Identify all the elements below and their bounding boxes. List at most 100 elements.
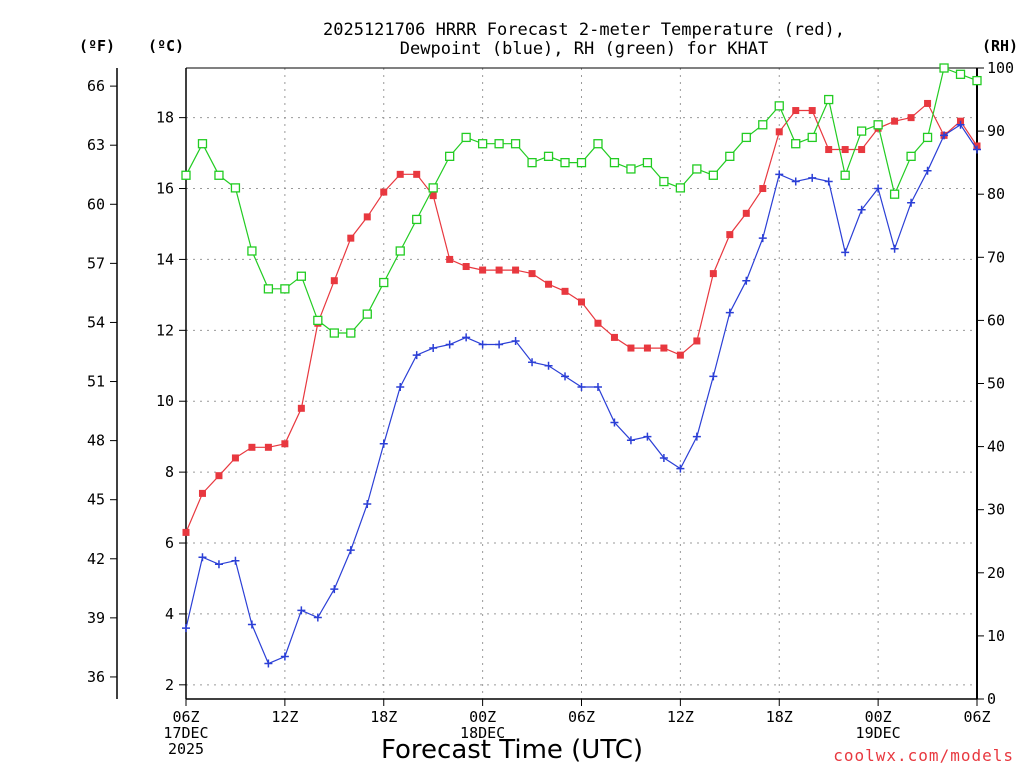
series-1-point xyxy=(594,319,602,327)
series-2-point xyxy=(577,383,586,392)
fahrenheit-tick-label: 54 xyxy=(87,313,105,331)
series-1-point xyxy=(825,146,833,154)
series-layer xyxy=(181,63,982,668)
fahrenheit-tick-label: 45 xyxy=(87,491,105,509)
series-3-point xyxy=(955,69,966,79)
series-1-point xyxy=(808,107,816,115)
celsius-tick-label: 2 xyxy=(165,676,174,694)
series-2-point xyxy=(973,145,981,154)
series-2-point xyxy=(610,418,619,427)
series-1-point xyxy=(330,277,338,285)
series-1-point xyxy=(759,185,767,193)
time-tick-label: 00Z xyxy=(865,708,892,726)
time-tick-label: 2025 xyxy=(168,740,204,758)
series-3-point xyxy=(856,126,867,136)
series-1-point xyxy=(924,99,932,107)
series-2-point xyxy=(857,205,866,214)
series-2-point xyxy=(198,553,207,562)
rh-tick-label: 80 xyxy=(987,185,1005,203)
series-3-point xyxy=(510,139,521,149)
fahrenheit-tick-label: 57 xyxy=(87,254,105,272)
series-3-point xyxy=(296,271,307,281)
series-3-point xyxy=(477,139,488,149)
celsius-tick-label: 8 xyxy=(165,463,174,481)
series-2 xyxy=(182,120,981,668)
series-3-point xyxy=(840,170,850,180)
celsius-tick-label: 12 xyxy=(156,321,174,339)
series-2-point xyxy=(495,340,504,349)
fahrenheit-tick-label: 63 xyxy=(87,136,105,154)
series-3-point xyxy=(659,176,669,187)
series-3-point xyxy=(774,101,784,111)
series-3-point xyxy=(181,170,191,180)
series-2-point xyxy=(264,659,273,668)
series-2-point xyxy=(940,131,949,140)
series-3-point xyxy=(708,170,718,180)
series-3-point xyxy=(445,151,455,161)
series-1-point xyxy=(248,443,256,451)
series-1-point xyxy=(512,266,520,274)
series-3-point xyxy=(939,63,949,73)
rh-tick-label: 60 xyxy=(987,311,1005,329)
series-3-point xyxy=(675,183,686,193)
celsius-tick-label: 16 xyxy=(156,180,174,198)
time-tick-label: 17DEC xyxy=(163,724,208,742)
series-2-point xyxy=(247,620,256,629)
series-3-point xyxy=(346,328,356,338)
series-1-point xyxy=(578,298,585,306)
fahrenheit-unit-label: (ºF) xyxy=(79,37,115,55)
series-2-point xyxy=(231,556,240,565)
series-2-point xyxy=(742,276,751,285)
series-3-point xyxy=(560,157,570,168)
series-2-point xyxy=(297,606,306,615)
series-3-point xyxy=(329,328,339,338)
series-2-point xyxy=(379,439,388,448)
series-2-point xyxy=(429,344,438,353)
series-3 xyxy=(181,63,982,338)
series-3-point xyxy=(313,315,323,326)
rh-unit-label: (RH) xyxy=(982,37,1018,55)
fahrenheit-tick-label: 60 xyxy=(87,195,105,213)
series-1-point xyxy=(610,333,618,341)
rh-tick-label: 20 xyxy=(987,564,1005,582)
series-1-point xyxy=(479,266,487,274)
fahrenheit-axis: 36 39 42 45 48 51 54 57 60 63 66 xyxy=(87,68,118,699)
series-3-point xyxy=(807,132,817,143)
rh-tick-label: 0 xyxy=(987,690,996,708)
fahrenheit-tick-label: 66 xyxy=(87,77,105,95)
series-2-point xyxy=(676,464,685,473)
series-2-point xyxy=(528,358,537,367)
series-2-point xyxy=(923,166,932,175)
series-3-point xyxy=(395,246,405,256)
series-1-point xyxy=(545,280,553,288)
celsius-tick-label: 18 xyxy=(156,109,174,127)
rh-tick-label: 70 xyxy=(987,248,1005,266)
series-2-point xyxy=(808,173,817,182)
series-1-point xyxy=(446,255,454,263)
series-3-point xyxy=(362,309,372,319)
time-tick-label: 06Z xyxy=(963,708,990,726)
series-3-point xyxy=(494,139,504,149)
rh-tick-label: 40 xyxy=(987,438,1005,456)
series-3-point xyxy=(412,214,422,225)
series-2-point xyxy=(478,340,487,349)
series-1-point xyxy=(792,107,800,115)
series-1-point xyxy=(347,234,355,242)
series-3-point xyxy=(263,284,274,294)
series-2-point xyxy=(593,383,602,392)
series-2-point xyxy=(725,308,734,317)
fahrenheit-tick-label: 51 xyxy=(87,373,105,391)
series-2-point xyxy=(956,120,965,129)
time-tick-label: 06Z xyxy=(172,708,199,726)
series-3-point xyxy=(428,183,438,193)
series-3-point xyxy=(609,157,620,168)
series-2-point xyxy=(544,361,553,370)
series-1-point xyxy=(676,351,684,359)
series-1-point xyxy=(693,337,701,345)
celsius-unit-label: (ºC) xyxy=(148,37,184,55)
series-1-point xyxy=(627,344,635,352)
series-3-point xyxy=(214,170,224,180)
credit-text: coolwx.com/models xyxy=(833,746,1014,765)
series-3-point xyxy=(576,157,587,168)
